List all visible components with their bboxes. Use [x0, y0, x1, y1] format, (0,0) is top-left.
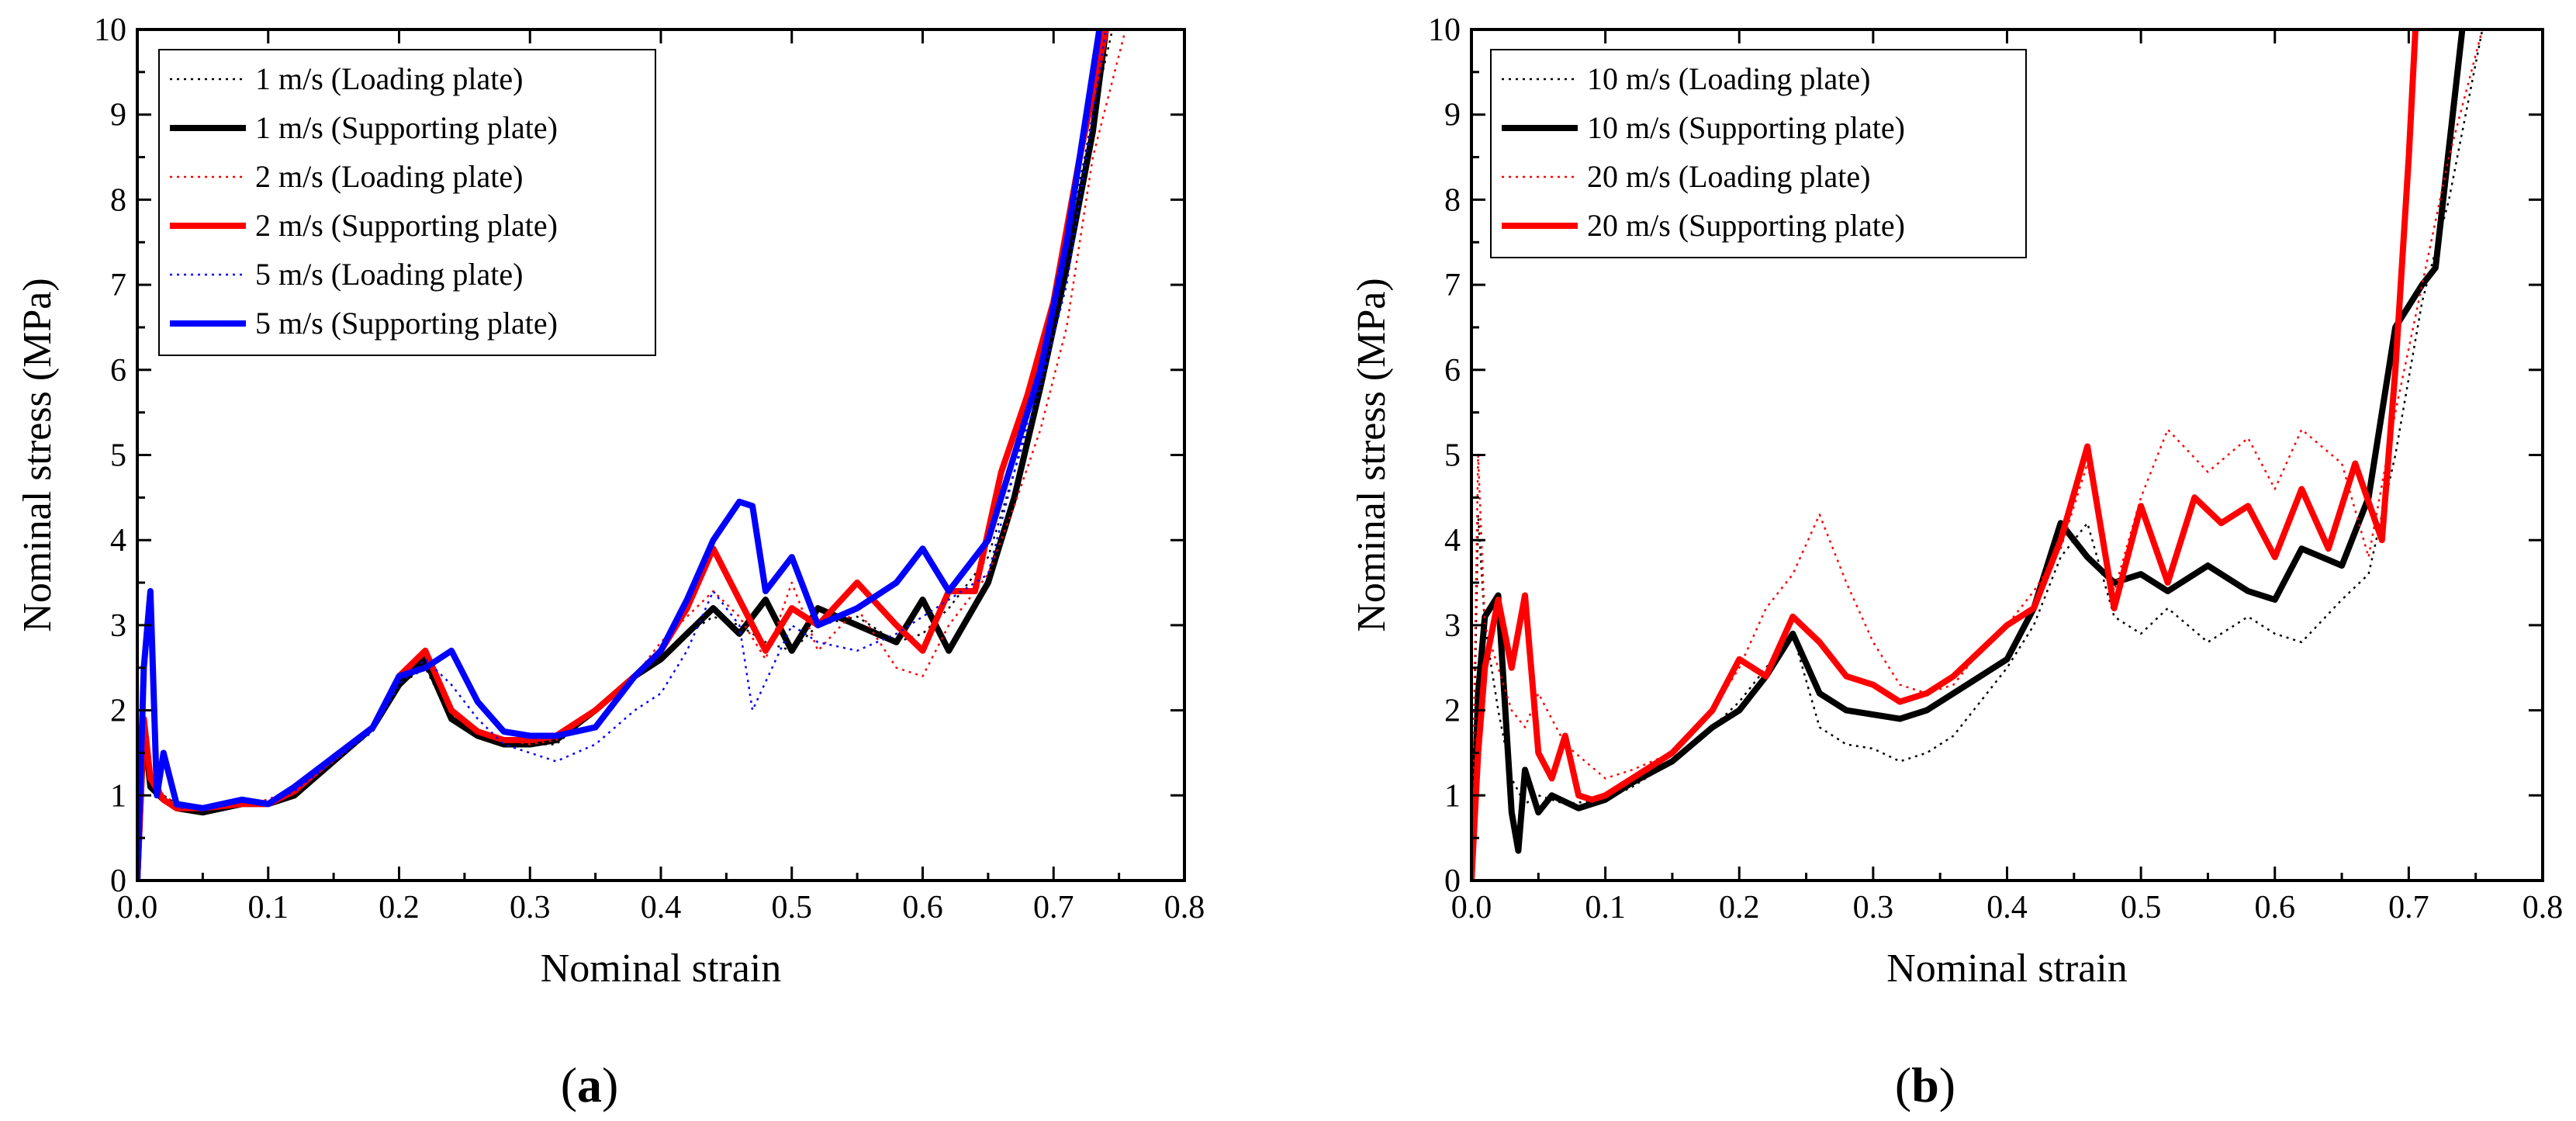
chart-a-legend-label-4: 5 m/s (Loading plate) — [255, 257, 523, 292]
chart-a-legend-label-3: 2 m/s (Supporting plate) — [255, 208, 558, 243]
chart-b-legend-label-3: 20 m/s (Supporting plate) — [1587, 208, 1905, 243]
chart-a-x-tick-label: 0.0 — [117, 890, 158, 926]
chart-a-x-tick-label: 0.3 — [510, 890, 551, 926]
chart-a-plot-area — [137, 29, 1127, 881]
panel-a: 0.0 0.1 0.2 0.3 0.4 0.5 0.6 0.7 0.8 0 1 2 3 4 5 6 7 8 9 10 N… — [16, 12, 1205, 991]
chart-b-y-tick-label: 9 — [1444, 98, 1461, 133]
chart-a-y-tick-label: 8 — [110, 182, 126, 218]
chart-a-x-tick-label: 0.1 — [248, 890, 289, 926]
panel-b-label: (b) — [1895, 1057, 1955, 1112]
chart-b-legend-box — [1490, 49, 2027, 258]
chart-b-x-tick-label: 0.0 — [1451, 890, 1492, 926]
chart-b-y-tick-label: 2 — [1444, 694, 1461, 729]
chart-a-x-tick-label: 0.2 — [379, 890, 420, 926]
chart-a-x-tick-label: 0.5 — [772, 890, 813, 926]
chart-a-y-axis-title: Nominal stress (MPa) — [16, 278, 60, 631]
chart-a-y-tick-label: 5 — [110, 438, 126, 474]
chart-a-x-tick-label: 0.8 — [1164, 890, 1205, 926]
chart-b-x-tick-label: 0.6 — [2255, 890, 2296, 926]
chart-b-y-tick-label: 4 — [1444, 523, 1461, 559]
chart-b-x-tick-label: 0.4 — [1986, 890, 2028, 926]
chart-b-legend-label-1: 10 m/s (Supporting plate) — [1587, 110, 1905, 145]
chart-b-y-tick-label: 5 — [1444, 438, 1461, 474]
chart-a-y-tick-label: 9 — [110, 98, 126, 133]
chart-b-legend-label-0: 10 m/s (Loading plate) — [1587, 61, 1870, 96]
chart-a-x-tick-label: 0.6 — [902, 890, 943, 926]
chart-b-y-tick-label: 3 — [1444, 608, 1461, 644]
chart-b-y-tick-label: 8 — [1444, 182, 1461, 218]
chart-a-x-tick-label: 0.7 — [1033, 890, 1074, 926]
chart-a-legend-label-1: 1 m/s (Supporting plate) — [255, 110, 558, 145]
chart-b-x-tick-label: 0.5 — [2121, 890, 2162, 926]
panel-b: 0.0 0.1 0.2 0.3 0.4 0.5 0.6 0.7 0.8 0 1 2 3 4 5 6 7 8 9 10 N… — [1350, 12, 2563, 991]
chart-a-y-tick-label: 10 — [94, 12, 126, 48]
chart-b-x-tick-label: 0.3 — [1853, 890, 1894, 926]
chart-b-y-tick-label: 7 — [1444, 268, 1461, 303]
chart-a-series-line-5 — [137, 29, 1103, 881]
panel-a-label: (a) — [561, 1057, 619, 1112]
chart-b-y-axis-title: Nominal stress (MPa) — [1350, 278, 1394, 631]
chart-b-x-axis-title: Nominal strain — [1886, 946, 2128, 991]
chart-b-x-tick-label: 0.8 — [2522, 890, 2564, 926]
chart-a-y-tick-label: 2 — [110, 694, 126, 729]
chart-b-x-tick-label: 0.2 — [1719, 890, 1760, 926]
chart-a-y-tick-label: 1 — [110, 778, 126, 814]
chart-b-series-line-3 — [1471, 29, 2419, 881]
chart-b-y-tick-label: 10 — [1428, 12, 1461, 48]
chart-b-y-tick-label: 1 — [1444, 778, 1461, 814]
chart-a-legend-box — [158, 49, 656, 356]
chart-b-series-line-1 — [1471, 29, 2466, 881]
chart-a-y-tick-label: 0 — [110, 863, 126, 899]
chart-b-x-tick-label: 0.7 — [2388, 890, 2429, 926]
chart-b-y-tick-label: 0 — [1444, 863, 1461, 899]
chart-b-y-tick-label: 6 — [1444, 353, 1461, 389]
chart-a-legend-label-2: 2 m/s (Loading plate) — [255, 159, 523, 194]
chart-a-y-tick-label: 7 — [110, 268, 126, 303]
chart-a-y-tick-label: 4 — [110, 523, 126, 559]
chart-a-y-tick-label: 6 — [110, 353, 126, 389]
chart-b-x-tick-label: 0.1 — [1585, 890, 1626, 926]
chart-a-x-axis-title: Nominal strain — [541, 946, 782, 991]
chart-a-legend-label-5: 5 m/s (Supporting plate) — [255, 306, 558, 341]
chart-a-y-tick-label: 3 — [110, 608, 126, 644]
chart-b-legend-label-2: 20 m/s (Loading plate) — [1587, 159, 1870, 194]
chart-a-x-tick-label: 0.4 — [641, 890, 682, 926]
chart-b-plot-area — [1471, 29, 2484, 881]
chart-a-legend-label-0: 1 m/s (Loading plate) — [255, 61, 523, 96]
